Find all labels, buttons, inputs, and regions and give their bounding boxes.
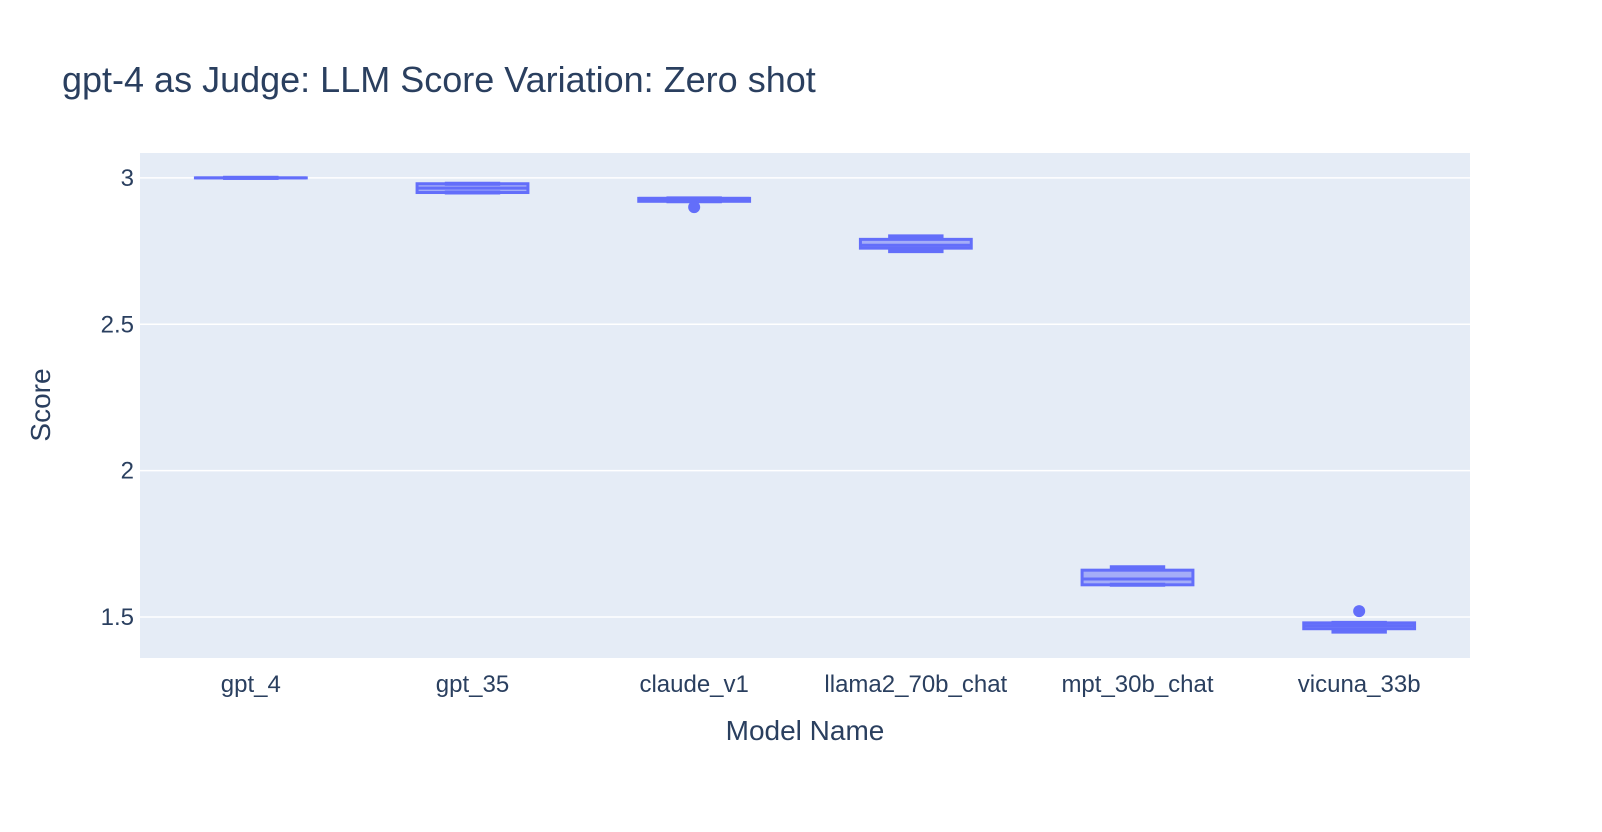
box-llama2_70b_chat [858, 234, 973, 254]
y-tick-label: 2.5 [101, 311, 134, 338]
x-tick-label: gpt_4 [221, 671, 281, 698]
box-traces [193, 175, 1417, 634]
x-tick-label: claude_v1 [639, 671, 748, 698]
x-axis-title: Model Name [726, 715, 885, 746]
box-gpt_35 [415, 181, 530, 195]
x-axis-ticks: gpt_4 gpt_35 claude_v1 llama2_70b_chat mpt_3… [221, 671, 1421, 698]
x-tick-label: vicuna_33b [1298, 671, 1421, 698]
outlier-point [1353, 605, 1366, 618]
y-axis-title: Score [25, 368, 56, 441]
y-axis-ticks: 1.5 2 2.5 3 [101, 165, 134, 631]
y-tick-label: 3 [121, 165, 134, 192]
y-tick-label: 2 [121, 458, 134, 485]
y-tick-label: 1.5 [101, 604, 134, 631]
gridlines [140, 177, 1470, 618]
box-mpt_30b_chat [1080, 565, 1195, 587]
box-vicuna_33b [1302, 605, 1417, 634]
box-claude_v1 [637, 196, 752, 214]
x-tick-label: mpt_30b_chat [1061, 671, 1213, 698]
chart-title: gpt-4 as Judge: LLM Score Variation: Zer… [62, 59, 816, 100]
plot-area [140, 153, 1470, 658]
x-tick-label: llama2_70b_chat [824, 671, 1007, 698]
outlier-point [688, 201, 701, 214]
x-tick-label: gpt_35 [436, 671, 509, 698]
